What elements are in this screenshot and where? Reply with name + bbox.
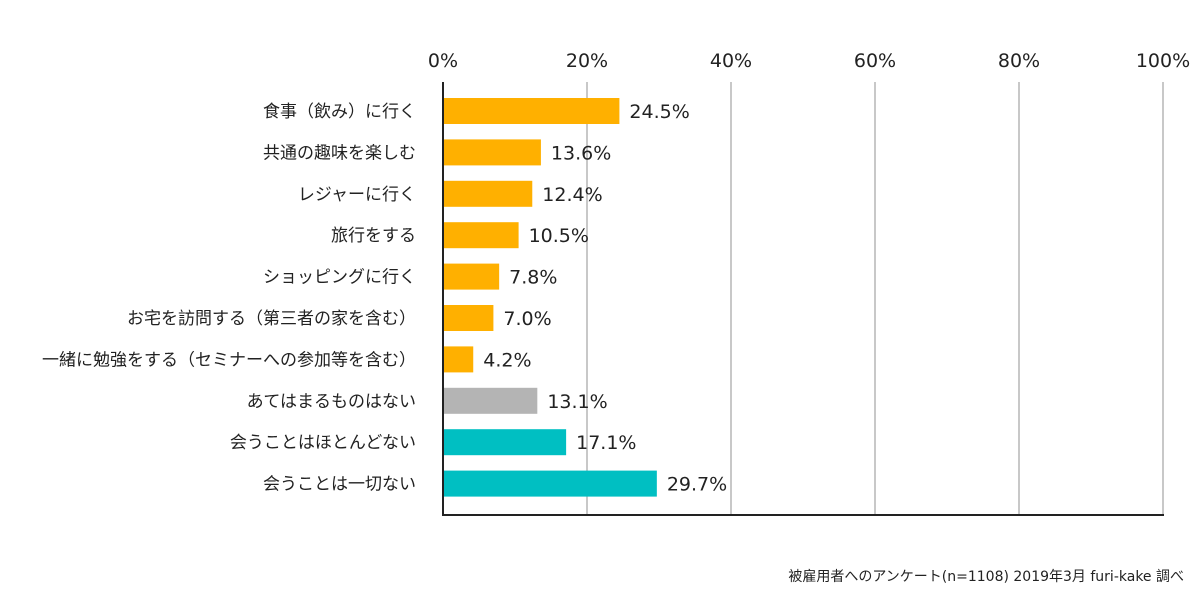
bar bbox=[443, 470, 657, 497]
bars bbox=[443, 98, 657, 497]
category-label: 一緒に勉強をする（セミナーへの参加等を含む） bbox=[42, 350, 416, 370]
category-label: お宅を訪問する（第三者の家を含む） bbox=[127, 309, 416, 329]
value-label: 4.2% bbox=[483, 349, 531, 371]
value-label: 17.1% bbox=[576, 432, 636, 454]
bar bbox=[443, 429, 567, 456]
bar bbox=[443, 263, 500, 290]
category-label: 会うことはほとんどない bbox=[230, 433, 416, 453]
bar bbox=[443, 222, 519, 249]
x-tick-label: 0% bbox=[428, 50, 458, 72]
value-label: 10.5% bbox=[529, 225, 589, 247]
gridlines bbox=[586, 82, 1164, 515]
bar bbox=[443, 305, 494, 331]
labels: 0% 20% 40% 60% 80% 100% 食事（飲み）に行く 24.5% 共通の趣味を楽し… bbox=[42, 50, 1190, 496]
bar bbox=[443, 98, 620, 124]
bar bbox=[443, 387, 538, 414]
x-tick-label: 40% bbox=[710, 50, 752, 72]
category-label: 会うことは一切ない bbox=[263, 475, 416, 495]
category-label: 食事（飲み）に行く bbox=[263, 102, 416, 122]
x-tick-label: 80% bbox=[998, 50, 1040, 72]
value-label: 12.4% bbox=[542, 184, 602, 206]
axes bbox=[442, 82, 1164, 516]
source-note: 被雇用者へのアンケート(n=1108) 2019年3月 furi-kake 調べ bbox=[788, 569, 1184, 585]
x-tick-label: 100% bbox=[1136, 50, 1190, 72]
value-label: 13.6% bbox=[551, 142, 611, 164]
bar bbox=[443, 180, 533, 207]
category-label: 旅行をする bbox=[331, 226, 416, 246]
value-label: 7.0% bbox=[503, 308, 551, 330]
bar bbox=[443, 346, 474, 373]
bar bbox=[443, 139, 541, 166]
category-label: あてはまるものはない bbox=[247, 392, 416, 412]
category-label: 共通の趣味を楽しむ bbox=[263, 143, 416, 163]
x-tick-label: 60% bbox=[854, 50, 896, 72]
category-label: レジャーに行く bbox=[298, 185, 416, 205]
value-label: 24.5% bbox=[629, 101, 689, 123]
value-label: 29.7% bbox=[667, 474, 727, 496]
value-label: 13.1% bbox=[547, 391, 607, 413]
value-label: 7.8% bbox=[509, 267, 557, 289]
category-label: ショッピングに行く bbox=[263, 268, 416, 288]
x-tick-label: 20% bbox=[566, 50, 608, 72]
